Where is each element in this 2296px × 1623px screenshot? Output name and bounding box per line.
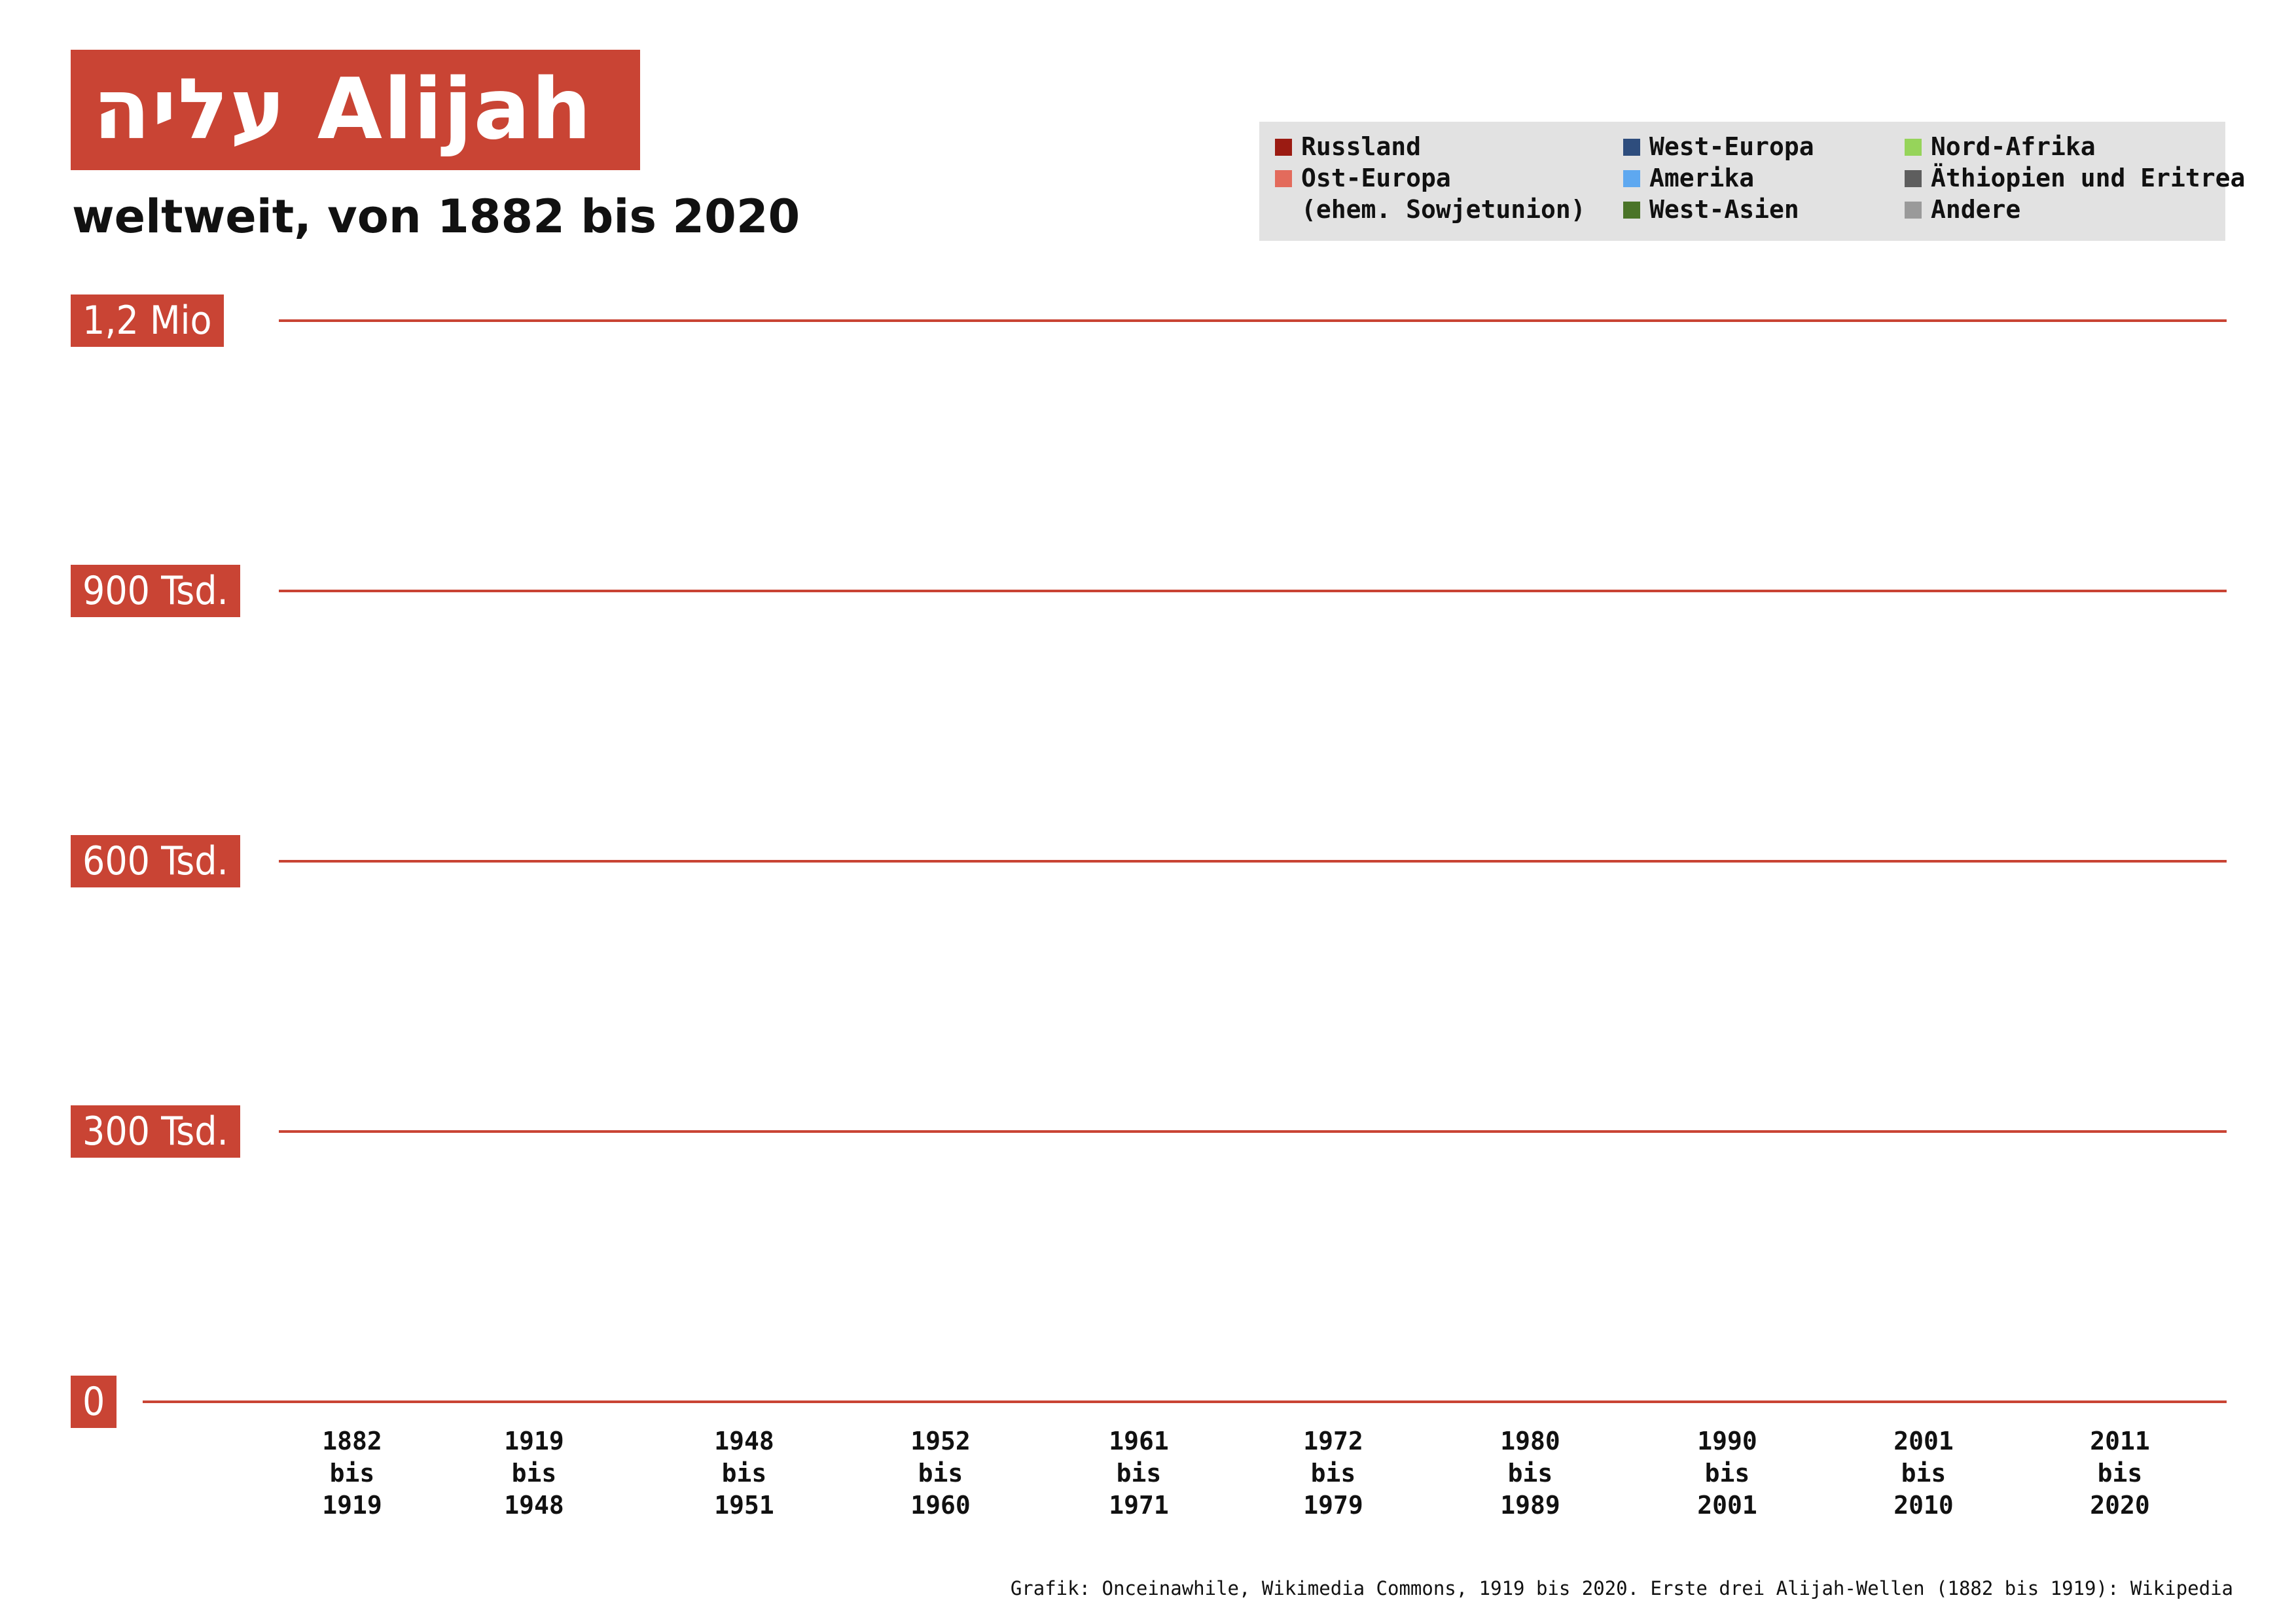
legend-swatch-russland — [1275, 139, 1292, 156]
y-tick-label: 600 Tsd. — [71, 835, 240, 887]
y-tick-label: 900 Tsd. — [71, 565, 240, 617]
legend-item-west-asien: West-Asien — [1623, 194, 1799, 225]
x-tick-label-line: 1971 — [1109, 1491, 1169, 1520]
x-tick-label-line: 1972 — [1303, 1427, 1363, 1455]
x-tick-label-line: 2001 — [1893, 1427, 1954, 1455]
x-tick-label-line: bis — [1310, 1459, 1356, 1488]
x-tick-label-line: bis — [329, 1459, 375, 1488]
y-tick-label: 300 Tsd. — [71, 1105, 240, 1158]
x-tick-label: 1990 bis 2001 — [1662, 1425, 1793, 1522]
x-tick-label-line: 1989 — [1500, 1491, 1560, 1520]
legend-item-amerika: Amerika — [1623, 162, 1755, 194]
legend-label-west-europa: West-Europa — [1649, 132, 1814, 161]
x-tick-label-line: 1919 — [322, 1491, 382, 1520]
x-tick-label-line: bis — [1507, 1459, 1553, 1488]
y-tick-label: 0 — [71, 1376, 117, 1428]
legend-swatch-andere — [1905, 202, 1922, 219]
legend-swatch-amerika — [1623, 170, 1640, 187]
x-tick-label-line: bis — [2097, 1459, 2143, 1488]
x-tick-label-line: 2010 — [1893, 1491, 1954, 1520]
legend-item-russland: Russland — [1275, 131, 1422, 162]
x-tick-label-line: 1882 — [322, 1427, 382, 1455]
legend-item-west-europa: West-Europa — [1623, 131, 1814, 162]
legend-label-nord-afrika: Nord-Afrika — [1931, 132, 2096, 161]
x-tick-label-line: 1951 — [714, 1491, 774, 1520]
legend-swatch-aethiopien — [1905, 170, 1922, 187]
y-tick-label: 1,2 Mio — [71, 294, 224, 347]
legend-label-aethiopien: Äthiopien und Eritrea — [1931, 164, 2246, 192]
x-tick-label-line: 1960 — [910, 1491, 971, 1520]
x-tick-label-line: 2001 — [1697, 1491, 1757, 1520]
legend-item-ost-europa: Ost-Europa (ehem. Sowjetunion) — [1275, 162, 1586, 225]
legend-label-ost-europa-note: (ehem. Sowjetunion) — [1301, 195, 1586, 224]
x-tick-label: 1980 bis 1989 — [1465, 1425, 1596, 1522]
legend-swatch-west-asien — [1623, 202, 1640, 219]
x-tick-label-line: bis — [1901, 1459, 1946, 1488]
x-tick-label: 1882 bis 1919 — [287, 1425, 418, 1522]
x-tick-label: 2001 bis 2010 — [1858, 1425, 1989, 1522]
legend-label-russland: Russland — [1301, 132, 1422, 161]
legend-item-andere: Andere — [1905, 194, 2021, 225]
x-tick-label-line: 1919 — [504, 1427, 564, 1455]
x-tick-label: 1948 bis 1951 — [679, 1425, 810, 1522]
legend-label-ost-europa: Ost-Europa — [1301, 164, 1451, 192]
x-tick-label-line: bis — [511, 1459, 557, 1488]
legend-swatch-west-europa — [1623, 139, 1640, 156]
chart-title: עליה Alijah — [71, 50, 640, 170]
x-tick-label: 1972 bis 1979 — [1268, 1425, 1399, 1522]
legend-swatch-ost-europa — [1275, 170, 1292, 187]
x-tick-label-line: bis — [1704, 1459, 1750, 1488]
x-tick-label-line: 1990 — [1697, 1427, 1757, 1455]
legend-label-west-asien: West-Asien — [1649, 195, 1799, 224]
x-tick-label-line: 1948 — [714, 1427, 774, 1455]
source-credit: Grafik: Onceinawhile, Wikimedia Commons,… — [1010, 1577, 2233, 1599]
legend-label-andere: Andere — [1931, 195, 2021, 224]
x-tick-label-line: 1980 — [1500, 1427, 1560, 1455]
x-tick-label-line: 1952 — [910, 1427, 971, 1455]
x-tick-label-line: 1961 — [1109, 1427, 1169, 1455]
x-tick-label-line: 2020 — [2090, 1491, 2150, 1520]
x-tick-label-line: 1979 — [1303, 1491, 1363, 1520]
chart-title-text: עליה Alijah — [93, 61, 593, 158]
legend-item-aethiopien: Äthiopien und Eritrea — [1905, 162, 2246, 194]
x-tick-label: 1952 bis 1960 — [875, 1425, 1006, 1522]
x-tick-label-line: bis — [721, 1459, 767, 1488]
legend: Russland Ost-Europa (ehem. Sowjetunion) … — [1259, 122, 2245, 241]
legend-item-nord-afrika: Nord-Afrika — [1905, 131, 2096, 162]
x-tick-label: 1919 bis 1948 — [469, 1425, 600, 1522]
legend-label-amerika: Amerika — [1649, 164, 1755, 192]
x-tick-label: 2011 bis 2020 — [2054, 1425, 2185, 1522]
x-tick-label-line: 1948 — [504, 1491, 564, 1520]
x-tick-label-line: bis — [1116, 1459, 1162, 1488]
chart-subtitle: weltweit, von 1882 bis 2020 — [72, 190, 800, 243]
x-tick-label: 1961 bis 1971 — [1073, 1425, 1204, 1522]
legend-swatch-nord-afrika — [1905, 139, 1922, 156]
x-tick-label-line: bis — [918, 1459, 963, 1488]
x-tick-label-line: 2011 — [2090, 1427, 2150, 1455]
